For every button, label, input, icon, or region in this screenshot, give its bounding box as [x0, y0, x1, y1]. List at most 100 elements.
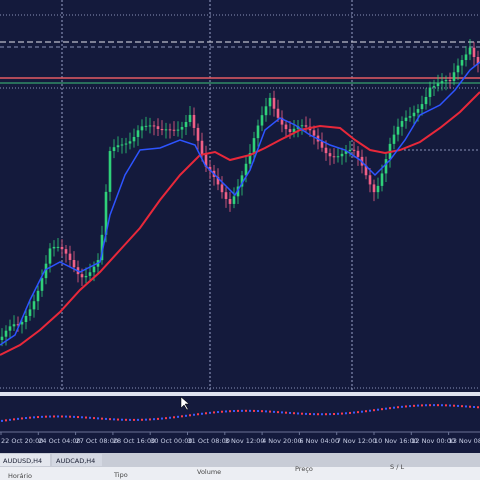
candle-body — [332, 156, 336, 158]
indicator-dot — [461, 405, 463, 408]
indicator-dot — [253, 409, 255, 412]
indicator-dot — [13, 418, 15, 421]
indicator-dot — [317, 413, 319, 416]
indicator-dot — [445, 404, 447, 407]
candle-body — [440, 81, 444, 84]
indicator-dot — [45, 415, 47, 418]
indicator-dot — [197, 413, 199, 416]
candle-body — [84, 275, 88, 278]
indicator-dot — [153, 418, 155, 421]
indicator-dot — [69, 415, 71, 418]
candle-body — [100, 234, 104, 261]
indicator-dot — [121, 418, 123, 421]
candle-body — [260, 115, 264, 126]
indicator-dot — [245, 409, 247, 412]
candle-body — [376, 185, 380, 193]
tab-label[interactable]: AUDCAD,H4 — [56, 457, 95, 465]
indicator-dot — [57, 415, 59, 418]
indicator-dot — [477, 406, 479, 409]
candle-body — [68, 253, 72, 260]
indicator-dot — [385, 407, 387, 410]
candle-body — [340, 153, 344, 157]
candle-body — [472, 47, 476, 57]
indicator-dot — [361, 410, 363, 413]
indicator-dot — [277, 411, 279, 414]
indicator-dot — [105, 417, 107, 420]
indicator-dot — [365, 410, 367, 413]
candle-body — [176, 129, 180, 131]
candle-body — [220, 184, 224, 193]
tab[interactable] — [0, 454, 50, 466]
tab[interactable] — [52, 454, 102, 466]
indicator-dot — [149, 418, 151, 421]
tab-bar — [0, 453, 480, 467]
candle-body — [324, 147, 328, 154]
candle-body — [452, 72, 456, 82]
indicator-dot — [157, 417, 159, 420]
indicator-dot — [341, 412, 343, 415]
indicator-dot — [29, 416, 31, 419]
candle-body — [464, 54, 468, 61]
x-tick-label: 22 Oct 20:00 — [1, 437, 43, 445]
candle-body — [184, 122, 188, 127]
indicator-dot — [185, 414, 187, 417]
indicator-dot — [21, 417, 23, 420]
indicator-dot — [217, 411, 219, 414]
candle-body — [60, 246, 64, 250]
candle-body — [448, 80, 452, 82]
candle-body — [24, 315, 28, 323]
candle-body — [304, 125, 308, 127]
indicator-dot — [241, 409, 243, 412]
candle-body — [444, 80, 448, 82]
indicator-dot — [133, 418, 135, 421]
candles — [0, 39, 480, 347]
indicator-dot — [25, 417, 27, 420]
indicator-panel — [1, 404, 479, 422]
indicator-dot — [469, 405, 471, 408]
indicator-dot — [221, 410, 223, 413]
candle-body — [312, 130, 316, 136]
indicator-dot — [397, 406, 399, 409]
indicator-dot — [329, 413, 331, 416]
indicator-dot — [137, 418, 139, 421]
indicator-dot — [213, 411, 215, 414]
candle-body — [32, 301, 36, 310]
candle-body — [188, 114, 192, 123]
candle-body — [88, 272, 92, 276]
indicator-dot — [89, 416, 91, 419]
candle-body — [252, 138, 256, 154]
x-tick-label: 7 Nov 12:00 — [337, 437, 377, 445]
candle-body — [456, 65, 460, 73]
candle-body — [412, 112, 416, 117]
x-tick-label: 27 Oct 08:00 — [76, 437, 118, 445]
candle-body — [352, 149, 356, 151]
indicator-dot — [293, 412, 295, 415]
indicator-dot — [453, 404, 455, 407]
candle-body — [400, 121, 404, 127]
x-tick-label: 3 Nov 12:00 — [225, 437, 265, 445]
indicator-dot — [305, 412, 307, 415]
indicator-dot — [401, 405, 403, 408]
candle-body — [280, 117, 284, 125]
indicator-dot — [465, 405, 467, 408]
column-header: Tipo — [113, 471, 128, 479]
indicator-dot — [53, 415, 55, 418]
indicator-dot — [313, 413, 315, 416]
indicator-dot — [269, 410, 271, 413]
indicator-dot — [261, 410, 263, 413]
indicator-dot — [349, 411, 351, 414]
indicator-dot — [437, 404, 439, 407]
candle-body — [420, 104, 424, 110]
candle-body — [36, 290, 40, 302]
candle-body — [204, 154, 208, 167]
candle-body — [244, 163, 248, 176]
candle-body — [200, 140, 204, 155]
indicator-dot — [229, 410, 231, 413]
indicator-dot — [381, 408, 383, 411]
candle-body — [256, 125, 260, 139]
tab-label[interactable]: AUDUSD,H4 — [3, 457, 42, 465]
candle-body — [348, 149, 352, 152]
column-header: Horário — [8, 472, 32, 480]
